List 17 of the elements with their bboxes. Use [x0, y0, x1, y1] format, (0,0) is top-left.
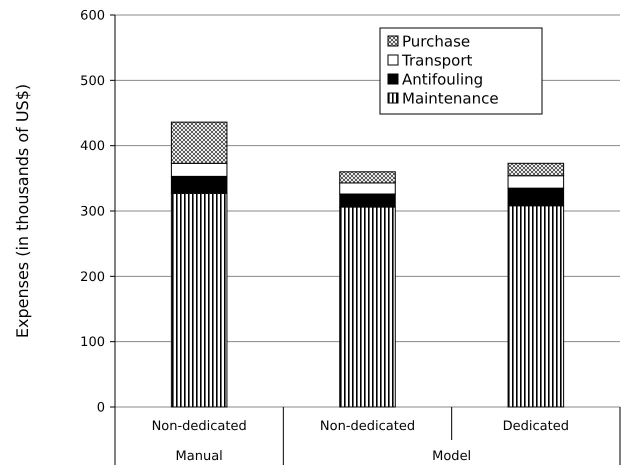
x-tick-label: Non-dedicated [152, 419, 247, 434]
y-tick-label: 400 [80, 139, 105, 154]
legend-label: Maintenance [402, 89, 499, 108]
y-tick-label: 300 [80, 204, 105, 220]
text: Model [432, 449, 472, 464]
y-axis-title: Expenses (in thousands of US$) [13, 84, 32, 338]
y-tick-label: 100 [80, 335, 105, 350]
y-tick-label: 200 [80, 270, 105, 285]
text: Manual [176, 449, 223, 464]
y-tick-label: 600 [80, 8, 105, 24]
legend-label: Purchase [402, 32, 470, 50]
x-tick-label: Dedicated [502, 419, 570, 434]
legend-label: Antifouling [402, 70, 484, 88]
x-tick-label: Non-dedicated [320, 419, 416, 434]
y-tick-label: 500 [80, 74, 105, 89]
y-tick-label: 0 [96, 400, 105, 416]
legend-label: Transport [401, 51, 473, 70]
